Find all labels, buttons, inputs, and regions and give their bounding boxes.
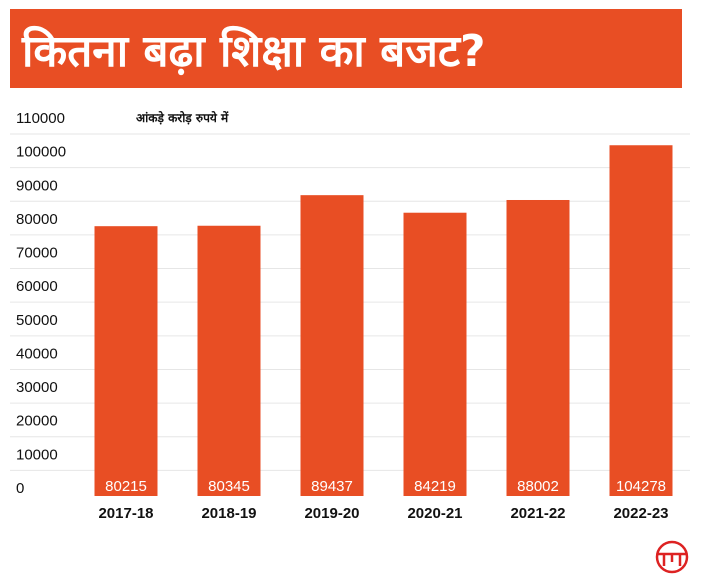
y-tick-label: 10000 [16, 446, 58, 463]
y-tick-label: 30000 [16, 379, 58, 396]
x-tick-label: 2019-20 [304, 505, 359, 522]
y-tick-label: 40000 [16, 345, 58, 362]
y-tick-label: 110000 [16, 110, 65, 127]
x-tick-label: 2022-23 [613, 505, 668, 522]
unit-note: आंकड़े करोड़ रुपये में [136, 111, 229, 125]
bar-2021-22 [506, 199, 570, 496]
aajtak-logo-icon [655, 540, 689, 574]
y-tick-label: 50000 [16, 312, 58, 329]
x-tick-label: 2017-18 [98, 505, 153, 522]
bar-2022-23 [609, 145, 673, 496]
x-axis-ticks: 2017-18 2018-19 2019-20 2020-21 2021-22 2022-… [98, 505, 668, 522]
bars [94, 145, 673, 497]
bar-2018-19 [197, 225, 261, 496]
bar-2019-20 [300, 195, 364, 497]
bar-value-label: 80215 [105, 478, 147, 495]
y-tick-label: 20000 [16, 413, 58, 430]
y-tick-label: 60000 [16, 278, 58, 295]
y-tick-label: 0 [16, 480, 24, 497]
y-tick-label: 80000 [16, 211, 58, 228]
y-tick-label: 100000 [16, 144, 66, 161]
bar-value-label: 88002 [517, 478, 559, 495]
bar-value-label: 89437 [311, 478, 353, 495]
bar-value-labels: 80215 80345 89437 84219 88002 104278 [105, 478, 666, 495]
bar-value-label: 104278 [616, 478, 666, 495]
x-tick-label: 2021-22 [510, 505, 565, 522]
bar-value-label: 80345 [208, 478, 250, 495]
bar-value-label: 84219 [414, 478, 456, 495]
y-tick-label: 70000 [16, 245, 58, 262]
title-banner: कितना बढ़ा शिक्षा का बजट? [10, 9, 682, 88]
y-tick-label: 90000 [16, 177, 58, 194]
x-tick-label: 2020-21 [407, 505, 462, 522]
x-tick-label: 2018-19 [201, 505, 256, 522]
bar-2020-21 [403, 212, 467, 497]
y-axis-ticks: 0 10000 20000 30000 40000 50000 60000 70000 8000… [16, 110, 66, 497]
chart-title: कितना बढ़ा शिक्षा का बजट? [22, 25, 486, 77]
bar-2017-18 [94, 226, 158, 496]
